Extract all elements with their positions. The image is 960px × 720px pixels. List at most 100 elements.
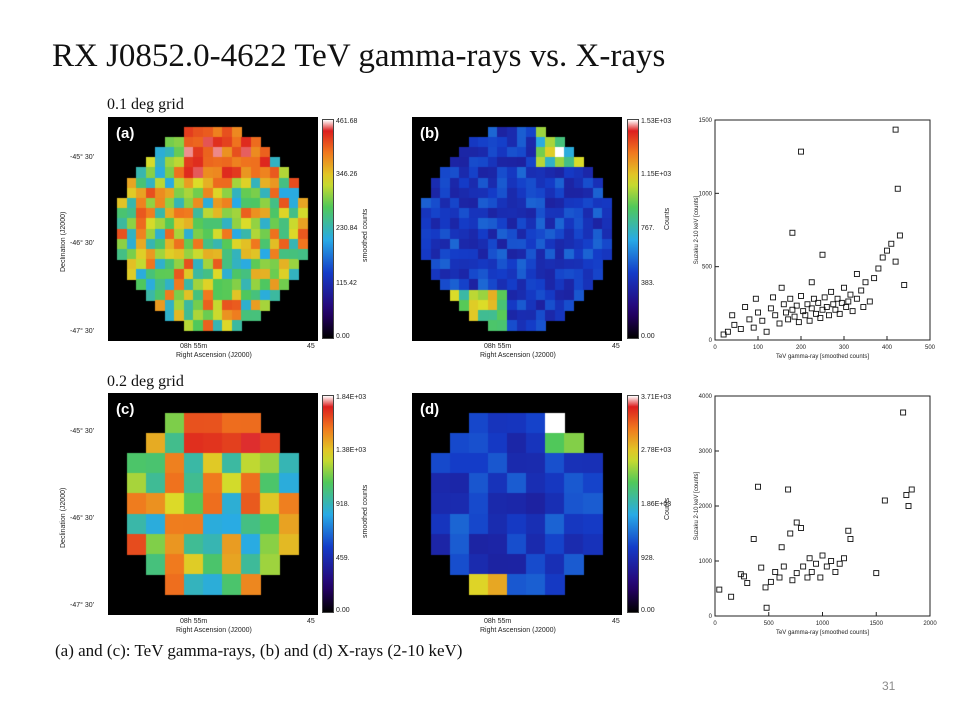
scatter-point — [905, 503, 912, 509]
scatter-point — [832, 306, 839, 313]
scatter-point — [778, 284, 785, 291]
ra-tick-d-0: 08h 55m — [484, 618, 512, 625]
cbar-tick-c-3: 459. — [336, 555, 350, 562]
colorbar-d — [627, 395, 639, 613]
cbar-tick-b-2: 767. — [641, 225, 655, 232]
scatter-point — [896, 232, 903, 239]
scatter-point — [776, 574, 783, 581]
scatter-point — [758, 564, 765, 571]
cbar-tick-c-1: 1.38E+03 — [336, 447, 367, 454]
cbar-tick-b-4: 0.00 — [641, 333, 655, 340]
scatter-point — [741, 573, 747, 580]
scatter-point — [729, 312, 736, 319]
scatter-point — [763, 328, 770, 335]
cbar-label-c: smoothed counts — [362, 484, 369, 538]
scatter-point — [750, 324, 757, 331]
x-axis-label: TeV gamma-ray [smoothed counts] — [776, 354, 869, 360]
scatter-point — [772, 569, 779, 575]
scatter-point — [908, 486, 915, 493]
ra-tick-a-0: 08h 55m — [180, 343, 208, 350]
scatter-point — [819, 251, 826, 258]
scatter-plot-bottom: 0 500 1000 1500 2000 0 1000 2000 3000 4000 TeV gam… — [694, 394, 937, 636]
heatmap-d — [412, 393, 622, 615]
map-panel-c: (c) — [108, 393, 318, 615]
ra-tick-c-1: 45 — [307, 618, 315, 625]
cbar-tick-c-2: 918. — [336, 501, 350, 508]
ra-tick-c-0: 08h 55m — [180, 618, 208, 625]
caption: (a) and (c): TeV gamma-rays, (b) and (d)… — [55, 641, 463, 660]
y-axis-label: Suzaku 2-10 keV [counts] — [694, 471, 700, 540]
heatmap-b — [412, 117, 622, 341]
scatter-point — [785, 316, 792, 323]
cbar-tick-b-3: 383. — [641, 280, 655, 287]
scatter-point — [875, 265, 882, 272]
scatter-point — [798, 148, 804, 155]
cbar-tick-b-0: 1.53E+03 — [641, 118, 672, 125]
dec-tick-a-0: -45° 30' — [70, 154, 94, 161]
cbar-tick-d-2: 1.86E+03 — [641, 501, 672, 508]
scatter-point — [873, 570, 880, 577]
ra-tick-b-0: 08h 55m — [484, 343, 512, 350]
scatter-point — [802, 312, 809, 319]
cbar-label-b: Counts — [664, 207, 671, 230]
dec-tick-a-2: -47° 30' — [70, 328, 94, 335]
cbar-tick-c-4: 0.00 — [336, 607, 350, 614]
map-panel-a: (a) — [108, 117, 318, 341]
cbar-label-a: smoothed counts — [362, 208, 369, 262]
scatter-point — [789, 306, 796, 313]
scatter-point — [763, 604, 770, 611]
scatter-point — [843, 304, 850, 310]
scatter-point — [847, 291, 854, 298]
scatter-point — [800, 563, 807, 570]
scatter-point — [789, 577, 796, 584]
scatter-point — [819, 552, 826, 559]
cbar-tick-c-0: 1.84E+03 — [336, 394, 367, 401]
scatter-point — [806, 555, 813, 562]
scatter-point — [750, 536, 757, 542]
scatter-point — [828, 288, 835, 295]
scatter-point — [894, 185, 901, 192]
scatter-point — [767, 578, 774, 585]
scatter-point — [793, 519, 800, 526]
scatter-point — [879, 254, 886, 261]
x-tick-label: 2000 — [923, 621, 937, 627]
scatter-point — [789, 229, 796, 236]
scatter-point — [862, 279, 869, 286]
scatter-point — [847, 536, 854, 542]
y-tick-label: 1000 — [699, 559, 713, 565]
scatter-point — [821, 294, 828, 301]
scatter-point — [888, 240, 895, 247]
scatter-point — [737, 326, 744, 332]
y-tick-label: 3000 — [699, 449, 713, 455]
scatter-point — [845, 527, 852, 534]
scatter-point — [767, 305, 774, 312]
scatter-point — [813, 560, 820, 567]
scatter-point — [793, 570, 800, 577]
panel-letter-c: (c) — [116, 401, 135, 418]
x-axis-label: TeV gamma-ray [smoothed counts] — [776, 630, 869, 636]
ra-tick-a-1: 45 — [307, 343, 315, 350]
scatter-point — [813, 310, 820, 317]
scatter-point — [900, 409, 907, 416]
scatter-point — [858, 287, 865, 294]
scatter-point — [798, 293, 804, 299]
x-tick-label: 200 — [796, 345, 807, 351]
cbar-tick-a-4: 0.00 — [336, 333, 350, 340]
x-tick-label: 0 — [713, 621, 717, 627]
y-tick-label: 1000 — [699, 191, 713, 197]
x-tick-label: 0 — [713, 345, 717, 351]
y-tick-label: 500 — [702, 265, 713, 271]
y-tick-label: 0 — [709, 614, 713, 620]
dec-tick-a-1: -46° 30' — [70, 240, 94, 247]
panel-letter-b: (b) — [420, 125, 440, 142]
scatter-point — [716, 586, 723, 593]
scatter-point — [780, 301, 787, 308]
grid-label-bottom: 0.2 deg grid — [107, 373, 184, 390]
grid-label-top: 0.1 deg grid — [107, 96, 184, 113]
y-axis-label: Suzaku 2-10 keV [counts] — [694, 195, 700, 264]
x-tick-label: 100 — [753, 345, 764, 351]
scatter-point — [860, 304, 867, 310]
scatter-point — [808, 279, 815, 286]
ra-tick-d-1: 45 — [612, 618, 620, 625]
scatter-point — [759, 317, 766, 324]
